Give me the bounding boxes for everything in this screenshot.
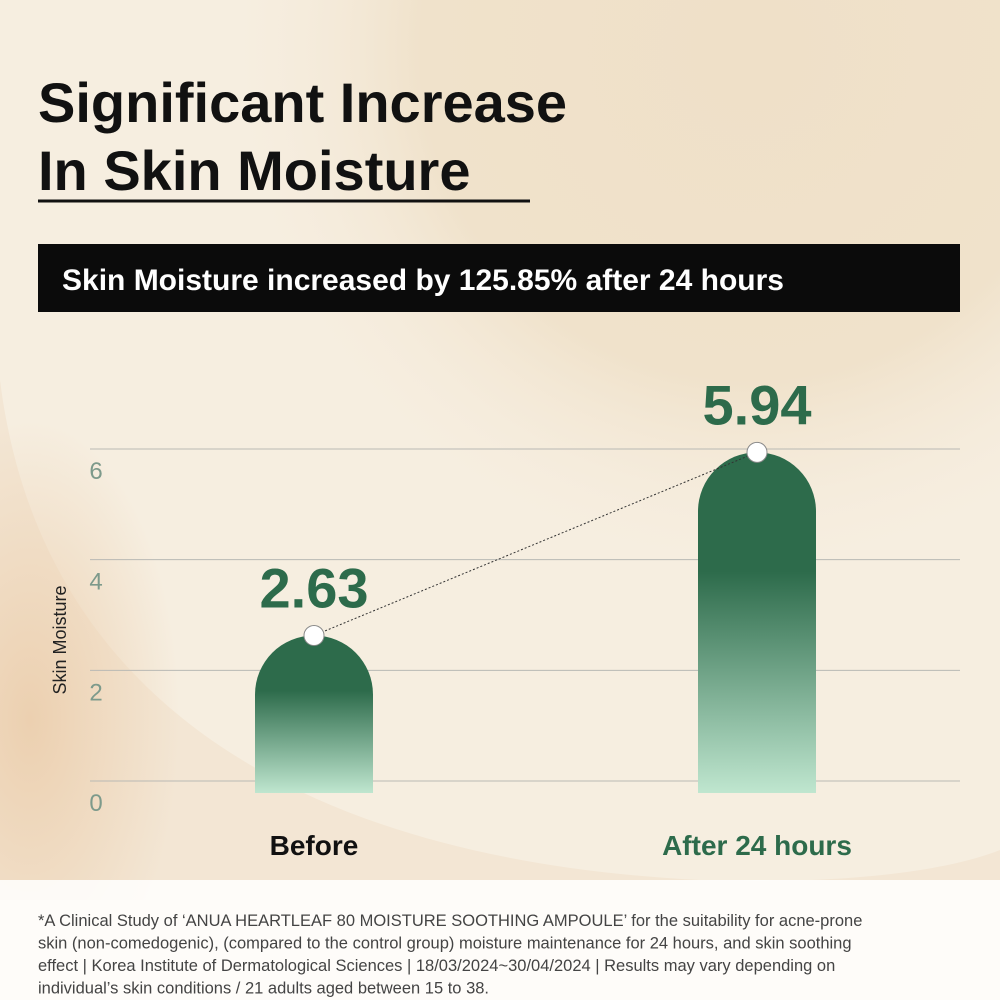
subtitle: Skin Moisture increased by 125.85% after…	[62, 264, 784, 297]
x-tick-label: After 24 hours	[662, 830, 852, 861]
y-tick-label: 6	[89, 458, 102, 485]
y-tick-label: 2	[89, 679, 102, 706]
bar	[698, 452, 816, 793]
footnote-line: skin (non-comedogenic), (compared to the…	[38, 935, 852, 953]
y-tick-label: 4	[89, 569, 102, 596]
point	[746, 441, 768, 463]
x-tick-label: Before	[270, 830, 359, 861]
subtitle-banner	[38, 244, 960, 312]
footnote: *A Clinical Study of ‘ANUA HEARTLEAF 80 …	[38, 912, 862, 998]
value-label: 2.63	[260, 556, 369, 619]
footnote-line: individual’s skin conditions / 21 adults…	[38, 980, 489, 998]
footnote-area	[0, 880, 1000, 1000]
footnote-line: *A Clinical Study of ‘ANUA HEARTLEAF 80 …	[38, 912, 862, 930]
bar	[255, 635, 373, 793]
footnote-line: effect | Korea Institute of Dermatologic…	[38, 957, 835, 975]
y-tick-label: 0	[89, 790, 102, 817]
title-line: Significant Increase	[38, 71, 567, 134]
point	[303, 624, 325, 646]
title-line: In Skin Moisture	[38, 139, 471, 202]
value-label: 5.94	[703, 373, 812, 436]
background-shade	[0, 300, 300, 900]
y-axis-label: Skin Moisture	[50, 585, 70, 694]
